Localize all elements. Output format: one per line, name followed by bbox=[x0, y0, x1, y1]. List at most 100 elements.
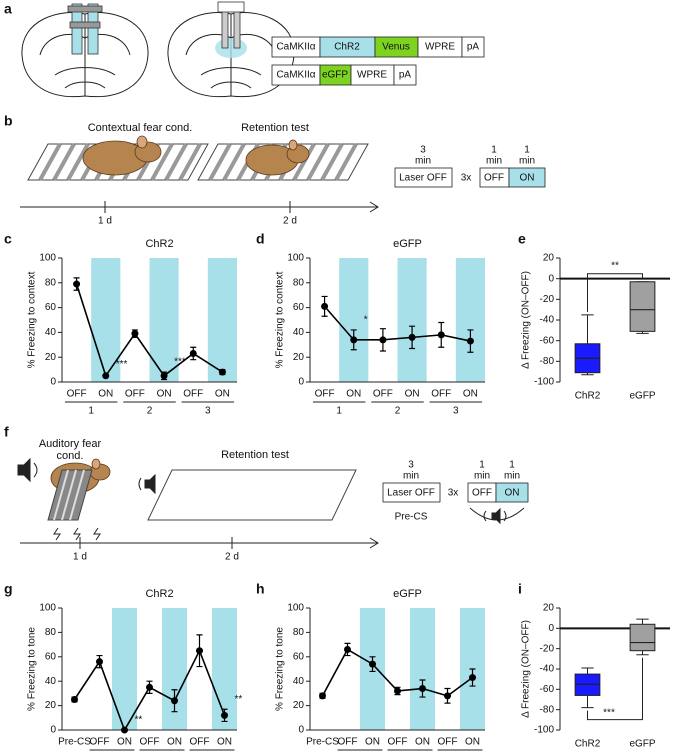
y-tick-label: 60 bbox=[45, 651, 57, 662]
y-tick-label: 20 bbox=[45, 700, 57, 711]
protocol-label: 3x bbox=[461, 173, 472, 184]
label: Contextual fear cond. bbox=[88, 122, 193, 134]
data-line bbox=[323, 305, 471, 342]
y-tick-label: -20 bbox=[540, 643, 555, 654]
y-tick-label: 0 bbox=[298, 725, 304, 736]
duration: 3 bbox=[420, 145, 426, 156]
panel-label: a bbox=[4, 1, 12, 17]
x-tick-label: OFF bbox=[190, 737, 210, 748]
construct-1: CaMKIIα ChR2 Venus WPRE pA bbox=[271, 36, 485, 58]
x-tick-label: OFF bbox=[388, 737, 408, 748]
x-tick-label: OFF bbox=[431, 389, 451, 400]
time-label: 2 d bbox=[225, 552, 239, 563]
timeline bbox=[20, 201, 379, 213]
construct-element: CaMKIIα bbox=[276, 42, 315, 53]
whisker-high bbox=[581, 314, 594, 344]
y-tick-label: 40 bbox=[293, 676, 305, 687]
data-point bbox=[321, 302, 329, 310]
protocol-label: OFF bbox=[472, 488, 492, 499]
y-tick-label: 60 bbox=[293, 302, 305, 313]
data-line bbox=[75, 283, 223, 378]
data-point bbox=[466, 337, 474, 345]
x-tick-label: eGFP bbox=[629, 739, 655, 750]
significance: ** bbox=[235, 694, 243, 705]
data-point bbox=[379, 336, 387, 344]
y-tick-label: 20 bbox=[293, 352, 305, 363]
panel-label: g bbox=[4, 581, 13, 597]
duration: 1 bbox=[524, 145, 530, 156]
y-tick-label: -60 bbox=[540, 335, 555, 346]
bracket bbox=[587, 657, 643, 721]
chart-title: eGFP bbox=[393, 238, 422, 250]
y-tick-label: 0 bbox=[548, 623, 554, 634]
y-tick-label: 100 bbox=[39, 253, 56, 264]
y-tick-label: 0 bbox=[50, 377, 56, 388]
x-tick-label: OFF bbox=[315, 389, 335, 400]
x-tick-label: ON bbox=[217, 737, 232, 748]
construct-element: Venus bbox=[382, 42, 410, 53]
y-tick-label: 40 bbox=[293, 327, 305, 338]
data-point bbox=[218, 368, 226, 376]
construct-element: WPRE bbox=[357, 70, 387, 81]
data-point bbox=[73, 280, 81, 288]
significance: *** bbox=[174, 357, 186, 368]
protocol-label: Pre-CS bbox=[395, 512, 428, 523]
data-point bbox=[344, 645, 351, 653]
label: cond. bbox=[57, 450, 84, 462]
data-point bbox=[319, 692, 326, 700]
y-tick-label: 40 bbox=[45, 327, 57, 338]
x-tick-label: ON bbox=[167, 737, 182, 748]
group-label: 2 bbox=[395, 406, 401, 417]
laser-on-shade bbox=[207, 258, 237, 382]
label: Retention test bbox=[241, 122, 309, 134]
y-tick-label: -100 bbox=[534, 377, 554, 388]
panel-label: c bbox=[4, 231, 12, 247]
bracket bbox=[587, 273, 643, 312]
box bbox=[629, 623, 656, 652]
y-tick-label: 40 bbox=[45, 676, 57, 687]
x-tick-label: OFF bbox=[125, 389, 145, 400]
protocol-box bbox=[508, 167, 546, 188]
data-point bbox=[160, 372, 168, 380]
time-label: 1 d bbox=[98, 216, 112, 227]
time-label: 2 d bbox=[283, 216, 297, 227]
data-point bbox=[189, 349, 197, 357]
data-point bbox=[171, 697, 178, 705]
y-tick-label: 100 bbox=[287, 603, 304, 614]
data-point bbox=[121, 726, 128, 734]
y-axis-label: % Freezing to context bbox=[275, 271, 286, 368]
laser-on-shade bbox=[112, 608, 137, 730]
tone-arenas bbox=[47, 469, 357, 541]
protocol-label: ON bbox=[520, 173, 535, 184]
data-point bbox=[221, 711, 228, 719]
speakers bbox=[17, 457, 525, 525]
laser-on-shade bbox=[339, 258, 369, 382]
y-tick-label: 60 bbox=[45, 302, 57, 313]
data-point bbox=[408, 333, 416, 341]
y-tick-label: 80 bbox=[45, 627, 57, 638]
protocol-box bbox=[382, 482, 441, 503]
duration: min bbox=[403, 471, 419, 482]
group-label: 2 bbox=[147, 406, 153, 417]
panel-label: h bbox=[256, 581, 265, 597]
y-tick-label: 60 bbox=[293, 651, 305, 662]
duration: min bbox=[486, 156, 502, 167]
significance: ** bbox=[135, 715, 143, 726]
x-tick-label: ON bbox=[365, 737, 380, 748]
x-tick-label: ON bbox=[157, 389, 172, 400]
panel-label: f bbox=[4, 424, 9, 440]
y-tick-label: -100 bbox=[534, 725, 554, 736]
x-tick-label: OFF bbox=[140, 737, 160, 748]
whisker-high bbox=[636, 618, 649, 625]
y-tick-label: 80 bbox=[293, 627, 305, 638]
y-tick-label: 20 bbox=[45, 352, 57, 363]
context-arenas bbox=[27, 143, 369, 181]
x-tick-label: ON bbox=[405, 389, 420, 400]
significance: *** bbox=[116, 359, 128, 370]
whisker-low bbox=[636, 650, 649, 656]
box bbox=[629, 281, 656, 332]
label: Auditory fear bbox=[39, 438, 102, 450]
y-axis-label: % Freezing to tone bbox=[275, 627, 286, 711]
construct-element: pA bbox=[399, 70, 412, 81]
